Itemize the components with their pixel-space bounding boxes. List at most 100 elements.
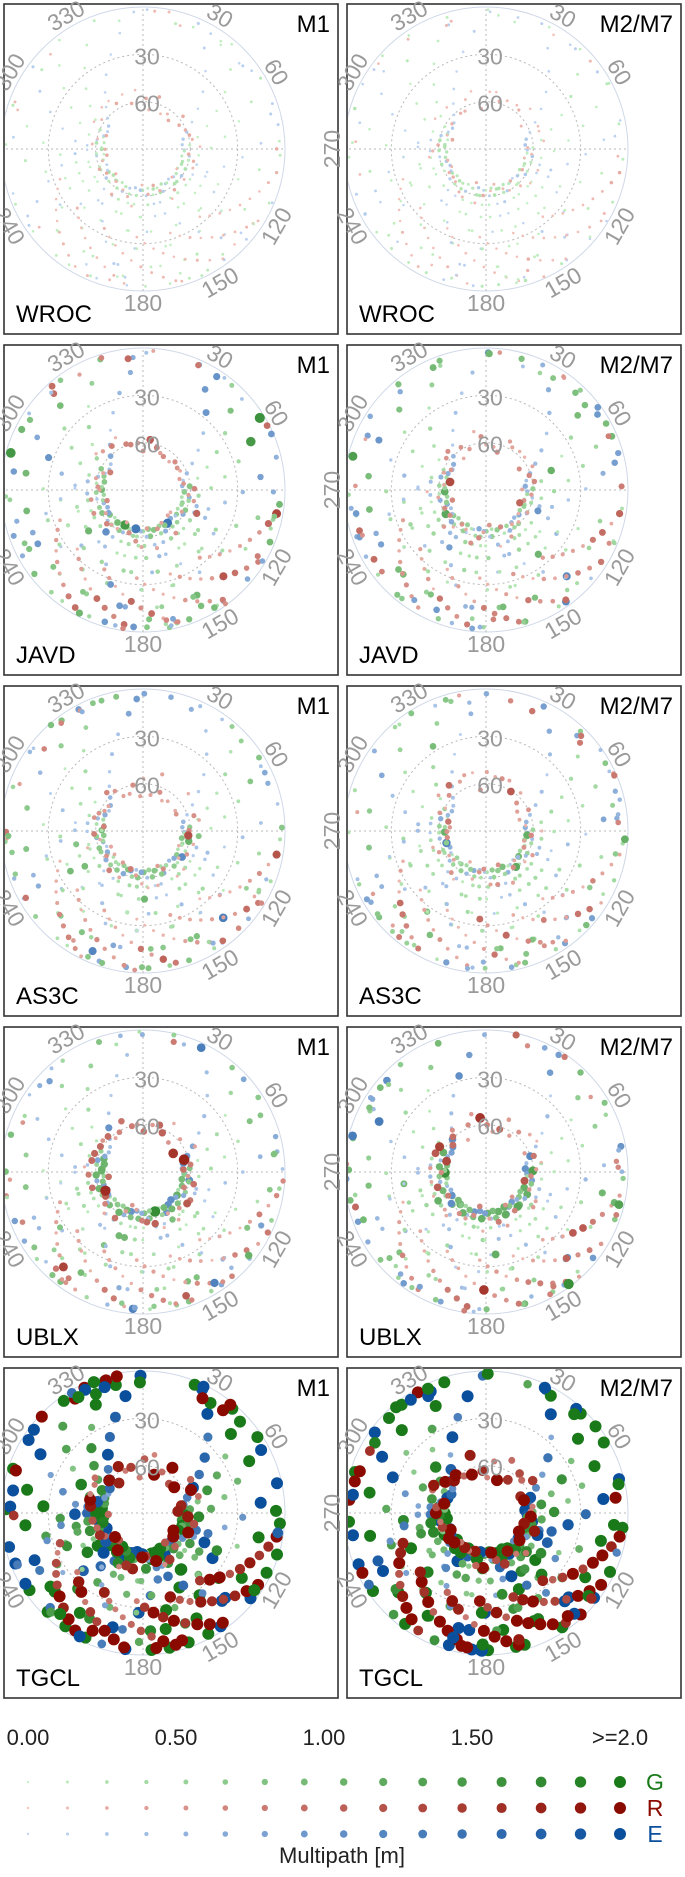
satellite-point xyxy=(483,1238,487,1242)
satellite-point xyxy=(504,523,509,529)
satellite-point xyxy=(135,929,138,933)
satellite-point xyxy=(419,898,424,902)
satellite-point xyxy=(444,902,449,907)
satellite-point xyxy=(456,925,460,929)
satellite-point xyxy=(427,1424,437,1434)
satellite-point xyxy=(222,1453,229,1460)
satellite-point xyxy=(527,1222,532,1226)
satellite-point xyxy=(491,1474,503,1487)
satellite-point xyxy=(111,242,115,246)
satellite-point xyxy=(410,1208,415,1213)
satellite-point xyxy=(94,1178,100,1184)
satellite-point xyxy=(157,95,162,99)
colorscale-swatch xyxy=(261,1778,268,1786)
satellite-point xyxy=(263,1541,274,1552)
satellite-point xyxy=(181,137,185,141)
satellite-point xyxy=(533,1217,538,1221)
satellite-point xyxy=(581,544,585,548)
satellite-point xyxy=(133,88,137,92)
satellite-point xyxy=(239,1513,247,1521)
satellite-point xyxy=(491,1458,498,1465)
satellite-point xyxy=(431,764,436,770)
satellite-point xyxy=(79,1249,84,1253)
satellite-point xyxy=(488,875,493,880)
satellite-point xyxy=(153,444,160,451)
satellite-point xyxy=(570,548,576,554)
satellite-point xyxy=(109,1093,113,1098)
panel-plot-area xyxy=(5,688,286,974)
satellite-point xyxy=(113,1266,118,1271)
satellite-point xyxy=(240,397,244,401)
satellite-point xyxy=(533,1144,538,1149)
azimuth-tick-label: 180 xyxy=(124,1313,162,1339)
satellite-point xyxy=(461,1573,470,1583)
satellite-point xyxy=(81,179,85,183)
satellite-point xyxy=(16,108,20,112)
satellite-point xyxy=(41,822,45,827)
satellite-point xyxy=(534,1195,538,1200)
satellite-point xyxy=(133,1609,140,1616)
satellite-point xyxy=(188,917,192,922)
satellite-point xyxy=(23,845,30,853)
colorscale-swatch xyxy=(300,1804,308,1812)
satellite-point xyxy=(31,1215,37,1220)
satellite-point xyxy=(525,1279,532,1286)
satellite-point xyxy=(470,877,474,881)
satellite-point xyxy=(529,500,534,505)
satellite-point xyxy=(222,1155,227,1159)
satellite-point xyxy=(444,834,450,841)
satellite-point xyxy=(208,214,212,218)
satellite-point xyxy=(474,1595,486,1607)
satellite-point xyxy=(236,459,241,464)
colorscale-swatch xyxy=(222,1831,229,1837)
satellite-point xyxy=(228,1090,234,1096)
satellite-point xyxy=(35,199,39,203)
satellite-point xyxy=(154,896,159,900)
satellite-point xyxy=(5,448,16,458)
satellite-point xyxy=(206,1504,216,1513)
satellite-point xyxy=(91,815,97,820)
satellite-point xyxy=(517,888,522,893)
satellite-point xyxy=(133,1225,138,1230)
satellite-point xyxy=(125,710,132,717)
satellite-point xyxy=(514,1217,518,1221)
satellite-point xyxy=(511,1254,515,1258)
satellite-point xyxy=(153,1575,163,1584)
satellite-point xyxy=(107,179,111,183)
satellite-point xyxy=(140,895,149,903)
satellite-point xyxy=(148,1307,152,1311)
satellite-point xyxy=(397,1061,404,1068)
satellite-point xyxy=(229,382,235,388)
satellite-point xyxy=(150,570,155,575)
satellite-point xyxy=(198,866,202,871)
satellite-point xyxy=(464,592,468,596)
satellite-point xyxy=(220,548,225,553)
satellite-point xyxy=(160,772,165,777)
satellite-point xyxy=(112,1606,119,1613)
azimuth-tick-label: 180 xyxy=(124,1654,162,1680)
satellite-points xyxy=(348,8,625,288)
satellite-point xyxy=(183,849,188,853)
satellite-point xyxy=(179,162,184,166)
satellite-point xyxy=(420,1145,425,1149)
satellite-point xyxy=(366,506,373,513)
satellite-point xyxy=(59,1153,64,1158)
satellite-point xyxy=(215,865,220,870)
satellite-point xyxy=(428,1109,432,1113)
satellite-point xyxy=(140,448,146,454)
satellite-point xyxy=(194,1186,199,1191)
satellite-point xyxy=(438,1203,444,1208)
satellite-point xyxy=(495,1218,502,1225)
satellite-point xyxy=(515,937,519,941)
satellite-point xyxy=(605,433,612,440)
satellite-point xyxy=(247,878,252,883)
satellite-point xyxy=(163,621,168,627)
satellite-point xyxy=(271,1477,283,1490)
satellite-point xyxy=(599,901,603,905)
satellite-point xyxy=(485,923,490,928)
satellite-point xyxy=(609,521,614,526)
satellite-point xyxy=(447,1199,456,1208)
satellite-point xyxy=(402,545,406,549)
satellite-point xyxy=(463,604,468,609)
